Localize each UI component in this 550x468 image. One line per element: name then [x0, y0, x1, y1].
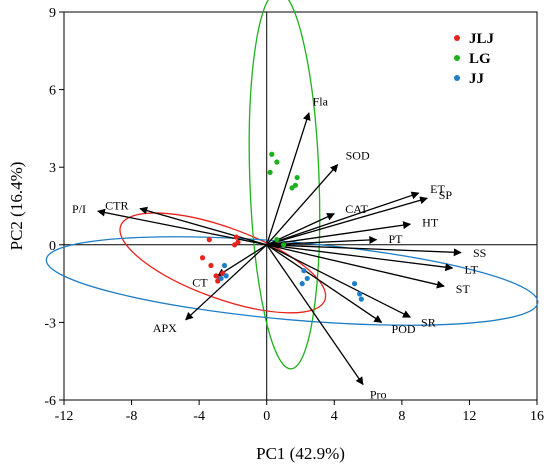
data-point-lg — [274, 237, 280, 243]
data-point-jj — [357, 291, 363, 297]
legend-label-jj: JJ — [469, 71, 485, 87]
confidence-ellipse-lg — [248, 0, 321, 370]
loading-arrow — [266, 164, 339, 246]
data-point-lg — [274, 159, 280, 165]
loading-arrow — [266, 196, 428, 246]
data-point-lg — [289, 185, 295, 191]
loading-label: HT — [422, 215, 439, 229]
data-point-jlj — [206, 237, 212, 243]
loading-arrow — [185, 244, 268, 321]
data-point-lg — [294, 174, 300, 181]
loading-arrow — [266, 244, 412, 318]
y-tick-label: -6 — [44, 394, 56, 409]
data-point-jj — [218, 275, 224, 282]
loading-label: CTR — [105, 198, 128, 212]
x-tick-label: 12 — [462, 409, 476, 424]
x-tick-label: 16 — [530, 409, 544, 424]
loading-arrow — [139, 206, 267, 246]
loading-arrow — [266, 191, 420, 246]
x-tick-label: 0 — [263, 409, 270, 424]
y-tick-label: 6 — [49, 84, 56, 99]
y-tick-label: 9 — [49, 6, 56, 21]
loading-label: Pro — [370, 387, 387, 401]
y-tick-label: 3 — [49, 161, 56, 176]
data-point-jj — [223, 273, 229, 279]
legend: JLJ LG JJ — [454, 31, 495, 87]
data-point-lg — [281, 242, 287, 248]
x-tick-label: 4 — [331, 409, 338, 424]
legend-label-lg: LG — [469, 51, 491, 67]
x-tick-label: -4 — [193, 409, 205, 424]
x-tick-label: -12 — [55, 409, 74, 424]
data-point-jlj — [199, 255, 206, 261]
x-tick-label: 8 — [398, 409, 405, 424]
loading-label: PT — [389, 232, 404, 246]
loading-label: POD — [392, 322, 416, 336]
loading-arrow — [266, 112, 311, 245]
loading-label: P/I — [72, 202, 86, 216]
data-point-jj — [304, 275, 310, 282]
loading-label: CT — [192, 275, 208, 289]
data-point-jj — [301, 268, 307, 274]
confidence-ellipse-jj — [45, 236, 539, 326]
legend-marker-lg — [454, 55, 460, 61]
loading-label: CAT — [345, 202, 368, 216]
loading-label: SOD — [346, 149, 370, 163]
y-tick-label: 0 — [49, 239, 56, 254]
loading-arrow — [266, 244, 364, 386]
x-tick-label: -8 — [126, 409, 138, 424]
loading-label: ET — [430, 182, 445, 196]
data-point-jlj — [208, 262, 214, 269]
loading-arrow — [266, 221, 412, 246]
data-point-jlj — [232, 242, 238, 248]
legend-marker-jj — [454, 75, 460, 81]
data-point-jj — [358, 296, 364, 302]
data-point-jlj — [233, 234, 239, 240]
loading-arrow — [266, 244, 454, 272]
loading-arrow — [266, 244, 445, 289]
loading-arrow — [217, 244, 268, 277]
data-point-jj — [351, 281, 358, 287]
legend-label-jlj: JLJ — [469, 31, 495, 47]
loading-label: APX — [153, 321, 177, 335]
data-point-jj — [299, 281, 305, 287]
data-point-lg — [267, 169, 273, 175]
x-axis-title: PC1 (42.9%) — [256, 444, 345, 463]
y-tick-label: -3 — [44, 316, 56, 331]
loading-arrow — [97, 208, 267, 246]
data-point-lg — [269, 151, 275, 157]
data-point-jj — [221, 262, 228, 269]
loading-label: Fla — [313, 94, 329, 108]
loading-label: SP — [439, 188, 453, 202]
loading-label: SS — [473, 246, 486, 260]
loading-arrow — [266, 244, 462, 257]
plot-frame — [63, 11, 538, 401]
legend-marker-jlj — [454, 35, 460, 41]
loading-label: SR — [421, 316, 436, 330]
loading-label: LT — [464, 263, 478, 277]
y-axis-title: PC2 (16.4%) — [7, 162, 26, 251]
loading-label: ST — [456, 282, 471, 296]
loading-arrow — [266, 244, 383, 323]
